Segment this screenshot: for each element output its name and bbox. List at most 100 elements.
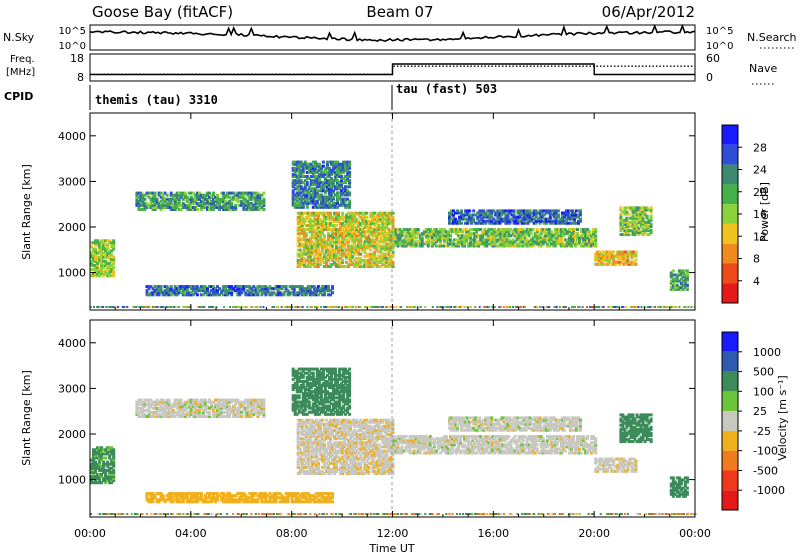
echo-cell — [348, 200, 351, 203]
echo-cell — [329, 212, 332, 215]
echo-cell — [594, 234, 597, 237]
nave-label: Nave — [749, 62, 777, 75]
near-range-cell — [509, 306, 511, 308]
echo-cell — [156, 198, 159, 201]
beam-title: Beam 07 — [366, 3, 433, 21]
echo-cell — [170, 285, 173, 288]
near-range-cell — [338, 306, 340, 308]
echo-cell — [112, 256, 115, 259]
colorbar-segment — [722, 224, 738, 244]
echo-cell — [180, 399, 183, 402]
echo-cell — [341, 259, 344, 262]
echo-cell — [335, 224, 338, 227]
echo-cell — [112, 469, 115, 472]
echo-cell — [112, 266, 115, 269]
near-range-cell — [400, 306, 402, 308]
y-tick-label: 2000 — [58, 221, 86, 234]
near-range-cell — [520, 306, 522, 308]
echo-cell — [392, 212, 395, 215]
near-range-cell — [638, 306, 640, 308]
echo-cell — [588, 230, 591, 233]
noise-left-tick-low: 10^0 — [59, 41, 86, 52]
near-range-cell — [678, 306, 680, 308]
echo-cell — [327, 285, 330, 288]
freq-tick-high: 18 — [70, 52, 84, 65]
noise-panel: N.Sky 10^5 10^0 10^5 10^0 N.Search — [3, 25, 797, 52]
near-range-cell — [117, 306, 119, 308]
echo-cell — [686, 284, 689, 287]
echo-cell — [650, 206, 653, 209]
echo-cell — [184, 192, 187, 195]
near-range-cell — [641, 306, 643, 308]
colorbar-segment — [722, 204, 738, 224]
freq-panel: Freq. [MHz] 18 8 60 0 Nave — [6, 52, 777, 84]
echo-cell — [365, 216, 368, 219]
freq-label-1: Freq. — [10, 54, 35, 65]
near-range-cell — [479, 306, 481, 308]
noise-frame — [90, 25, 695, 50]
near-range-cell — [420, 306, 422, 308]
freq-label-2: [MHz] — [6, 67, 35, 78]
near-range-cell — [178, 306, 180, 308]
near-range-cell — [424, 306, 426, 308]
echo-cell — [579, 209, 582, 212]
near-range-cell — [684, 306, 686, 308]
echo-cell — [635, 263, 638, 266]
noise-right-tick-low: 10^0 — [706, 41, 733, 52]
near-range-cell — [259, 306, 261, 308]
near-range-cell — [302, 306, 304, 308]
colorbar-segment — [722, 145, 738, 165]
near-range-cell — [256, 306, 258, 308]
echo-cell — [166, 194, 169, 197]
near-range-cell — [355, 306, 357, 308]
echo-cell — [208, 411, 211, 414]
colorbar-segment — [722, 184, 738, 204]
near-range-cell — [474, 306, 476, 308]
near-range-cell — [565, 306, 567, 308]
echo-cell — [331, 285, 334, 288]
near-range-cell — [113, 306, 115, 308]
near-range-cell — [512, 306, 514, 308]
near-range-cell — [320, 306, 322, 308]
cpid-segment-2: tau (fast) 503 — [396, 82, 497, 96]
date-title: 06/Apr/2012 — [602, 3, 695, 21]
echo-cell — [216, 194, 219, 197]
near-range-cell — [252, 306, 254, 308]
near-range-cell — [102, 306, 104, 308]
echo-cell — [348, 179, 351, 182]
y-tick-label: 4000 — [58, 130, 86, 143]
cpid-segment-1: themis (tau) 3310 — [95, 93, 218, 107]
echo-cell — [672, 269, 675, 272]
echo-cell — [322, 161, 325, 164]
cpid-panel: CPID themis (tau) 3310 tau (fast) 503 — [4, 82, 497, 110]
near-range-cell — [311, 306, 313, 308]
echo-cell — [230, 202, 233, 205]
echo-cell — [576, 232, 579, 235]
near-range-cell — [229, 306, 231, 308]
colorbar-segment — [722, 244, 738, 264]
near-range-cell — [603, 306, 605, 308]
near-range-cell — [579, 306, 581, 308]
echo-cell — [579, 218, 582, 221]
echo-cell — [415, 236, 418, 239]
near-range-cell — [556, 306, 558, 308]
echo-cell — [305, 232, 308, 235]
echo-cell — [104, 457, 107, 460]
echo-cell — [262, 208, 265, 211]
colorbar-segment — [722, 165, 738, 185]
echo-cell — [612, 251, 615, 254]
echo-cell — [635, 259, 638, 262]
echo-cell — [594, 228, 597, 231]
echo-cell — [331, 291, 334, 294]
colorbar-tick-label: 8 — [753, 253, 760, 266]
echo-cell — [348, 171, 351, 174]
y-tick-label: 3000 — [58, 175, 86, 188]
y-tick-label: 1000 — [58, 267, 86, 280]
power-colorbar-label: Power [dB] — [758, 182, 771, 242]
echo-cell — [365, 212, 368, 215]
near-range-cell — [281, 306, 283, 308]
noise-left-label: N.Sky — [3, 31, 35, 44]
near-range-cell — [135, 306, 137, 308]
colorbar-segment — [722, 263, 738, 283]
echo-cell — [196, 293, 199, 296]
